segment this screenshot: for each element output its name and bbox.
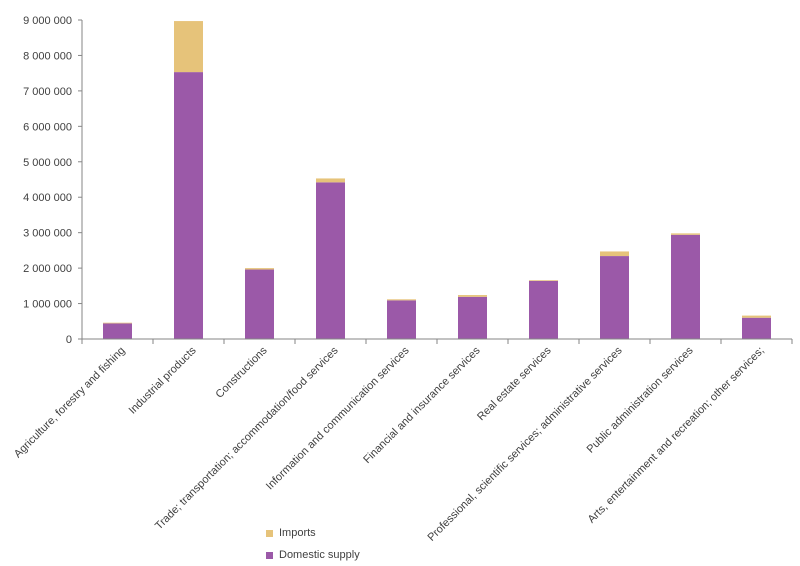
y-tick-label: 6 000 000	[23, 121, 72, 133]
y-tick-label: 9 000 000	[23, 15, 72, 27]
x-category-label: Constructions	[214, 344, 270, 400]
bar-imports	[671, 233, 700, 235]
bar-domestic-supply	[174, 72, 203, 339]
bar-domestic-supply	[245, 269, 274, 339]
y-tick-label: 5 000 000	[23, 157, 72, 169]
legend-swatch-domestic-supply	[266, 551, 273, 559]
x-category-label: Information and communication services	[264, 344, 412, 492]
bar-domestic-supply	[316, 182, 345, 339]
y-tick-label: 1 000 000	[23, 299, 72, 311]
legend-swatch-imports	[266, 529, 273, 537]
bars-group	[103, 21, 771, 339]
bar-imports	[600, 251, 629, 257]
bar-imports	[316, 178, 345, 183]
y-axis: 0 1 000 000 2 000 000 3 000 000 4 000 000 5 0…	[23, 15, 83, 346]
bar-imports	[387, 299, 416, 301]
legend: Imports Domestic supply	[266, 522, 360, 566]
bar-imports	[458, 295, 487, 297]
bar-imports	[245, 268, 274, 270]
legend-item-imports: Imports	[266, 522, 360, 544]
x-category-label: Industrial products	[127, 344, 199, 416]
x-axis: Agriculture, forestry and fishingIndustr…	[12, 338, 793, 544]
y-tick-label: 4 000 000	[23, 192, 72, 204]
y-tick-label: 2 000 000	[23, 263, 72, 275]
y-tick-label: 8 000 000	[23, 50, 72, 62]
bar-imports	[174, 21, 203, 73]
bar-domestic-supply	[600, 256, 629, 339]
legend-item-domestic-supply: Domestic supply	[266, 544, 360, 566]
bar-imports	[529, 280, 558, 281]
bar-domestic-supply	[458, 296, 487, 339]
y-tick-label: 7 000 000	[23, 86, 72, 98]
bar-domestic-supply	[103, 323, 132, 339]
bar-domestic-supply	[387, 300, 416, 339]
y-tick-label: 3 000 000	[23, 228, 72, 240]
legend-label-imports: Imports	[279, 527, 316, 539]
bar-domestic-supply	[529, 280, 558, 339]
x-category-label: Financial and insurance services	[361, 344, 483, 466]
bar-domestic-supply	[742, 317, 771, 339]
x-category-label: Agriculture, forestry and fishing	[12, 345, 128, 461]
legend-label-domestic-supply: Domestic supply	[279, 549, 360, 561]
bar-domestic-supply	[671, 234, 700, 339]
bar-imports	[742, 315, 771, 318]
bar-imports	[103, 322, 132, 324]
y-tick-label: 0	[66, 334, 72, 346]
x-category-label: Real estate services	[475, 344, 554, 423]
